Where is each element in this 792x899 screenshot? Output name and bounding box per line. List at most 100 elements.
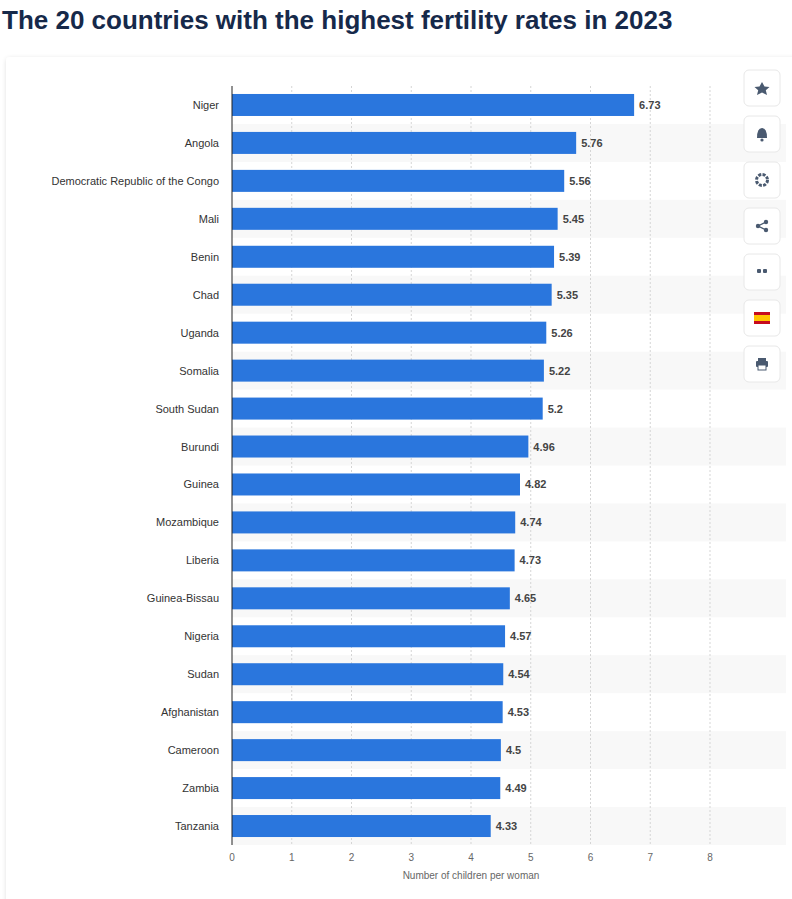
bar [232,132,576,154]
toolbar-button[interactable] [744,300,780,336]
row-band [232,579,786,617]
category-label: Afghanistan [161,706,219,718]
category-label: Guinea-Bissau [147,592,219,604]
row-band [232,124,786,162]
tick-label: 5 [528,852,534,863]
icon-gear [757,175,768,186]
category-label: Benin [191,251,219,263]
icon-print [758,358,766,361]
data-label: 4.65 [515,592,536,604]
bar [232,815,491,837]
tick-label: 7 [647,852,653,863]
data-label: 5.56 [569,175,590,187]
grid-line [710,86,711,845]
category-label: Liberia [186,554,220,566]
card [6,57,792,899]
icon-print [758,365,766,370]
tick-label: 0 [229,852,235,863]
toolbar-button[interactable] [744,208,780,244]
data-label: 5.26 [551,327,572,339]
bar [232,473,520,495]
category-label: Niger [193,99,220,111]
bar [232,663,503,685]
data-label: 4.74 [520,516,542,528]
bar [232,94,634,116]
bar [232,284,552,306]
data-label: 5.39 [559,251,580,263]
category-label: Guinea [184,478,220,490]
data-label: 4.57 [510,630,531,642]
bar [232,436,528,458]
toolbar-button[interactable] [744,116,780,152]
grid-line [471,86,472,845]
category-label: Uganda [180,327,219,339]
grid-line [530,86,531,845]
data-label: 6.73 [639,99,660,111]
data-label: 5.45 [563,213,584,225]
bar [232,511,515,533]
bar [232,208,558,230]
data-label: 5.22 [549,365,570,377]
category-label: Angola [185,137,220,149]
data-label: 5.35 [557,289,578,301]
grid-line [590,86,591,845]
icon-quote [757,269,761,273]
category-label: Mali [199,213,219,225]
category-label: Burundi [181,441,219,453]
data-label: 4.49 [505,782,526,794]
bar [232,777,500,799]
bar [232,701,503,723]
toolbar-button[interactable] [744,162,780,198]
row-band [232,428,786,466]
row-band [232,731,786,769]
icon-bell [757,128,767,138]
grid-line [291,86,292,845]
tick-label: 1 [289,852,295,863]
toolbar-button[interactable] [744,346,780,382]
bar [232,360,544,382]
data-label: 4.82 [525,478,546,490]
category-label: Chad [193,289,219,301]
row-band [232,807,786,845]
icon-share [758,222,766,230]
category-label: Mozambique [156,516,219,528]
bar [232,398,543,420]
category-label: Zambia [182,782,220,794]
data-label: 5.2 [548,403,563,415]
axis-line [232,86,233,845]
bar [232,587,510,609]
toolbar-button[interactable] [744,70,780,106]
row-band [232,655,786,693]
grid-line [351,86,352,845]
grid-line [411,86,412,845]
tick-label: 6 [588,852,594,863]
data-label: 4.96 [533,441,554,453]
row-band [232,352,786,390]
category-label: Tanzania [175,820,220,832]
row-band [232,503,786,541]
tick-label: 2 [349,852,355,863]
category-label: Nigeria [184,630,220,642]
tick-label: 3 [408,852,414,863]
row-band [232,276,786,314]
category-label: Somalia [179,365,220,377]
toolbar-button[interactable] [744,254,780,290]
icon-bell [760,138,763,141]
bar [232,739,501,761]
icon-quote [763,269,767,273]
data-label: 4.53 [508,706,529,718]
category-label: Sudan [187,668,219,680]
icon-flag [754,315,770,321]
tick-label: 8 [707,852,713,863]
category-label: Democratic Republic of the Congo [51,175,219,187]
bar [232,246,554,268]
title: The 20 countries with the highest fertil… [2,5,672,35]
bar [232,549,515,571]
icon-flag [754,312,770,324]
data-label: 4.33 [496,820,517,832]
bars [232,94,634,837]
data-label: 4.54 [508,668,530,680]
data-label: 5.76 [581,137,602,149]
bar [232,170,564,192]
chart-root: The 20 countries with the highest fertil… [0,0,792,899]
